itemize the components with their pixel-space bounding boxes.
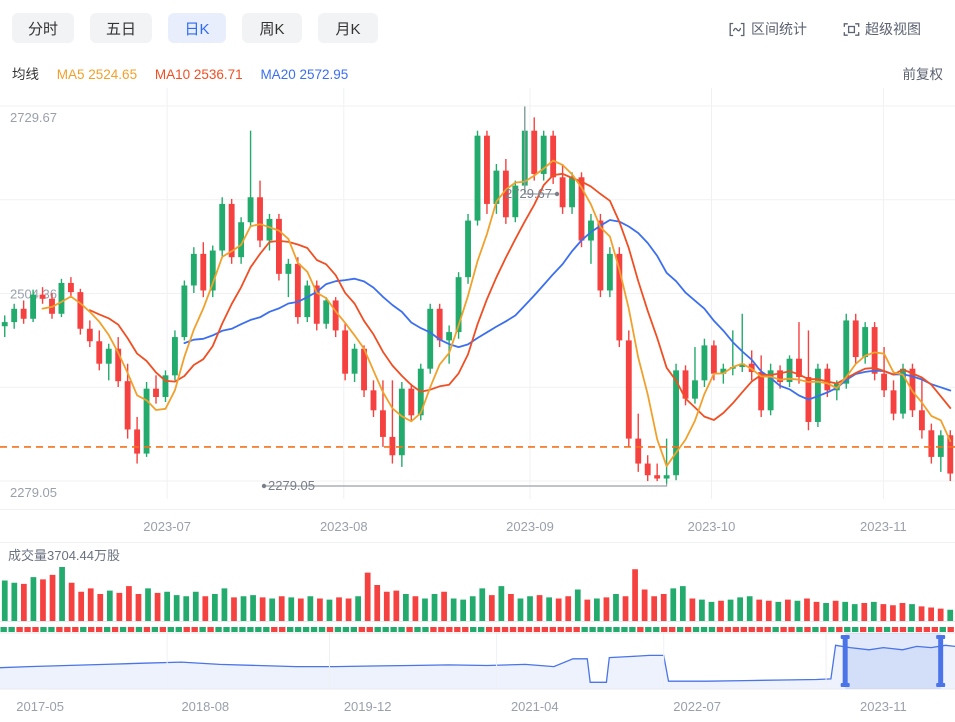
x-axis-tick-label: 2023-08 bbox=[320, 519, 368, 534]
tab-rik[interactable]: 日K bbox=[168, 13, 226, 43]
x-axis-tick-label: 2023-11 bbox=[860, 519, 907, 534]
navigator-tick-label: 2018-08 bbox=[181, 699, 229, 714]
x-axis-tick-label: 2023-07 bbox=[143, 519, 191, 534]
tab-yuek-label: 月K bbox=[335, 18, 360, 39]
tab-wuri-label: 五日 bbox=[106, 18, 136, 39]
x-axis-tick-label: 2023-10 bbox=[688, 519, 736, 534]
y-axis-tick-label: 2729.67 bbox=[10, 110, 57, 125]
ma20-legend: MA20 2572.95 bbox=[260, 67, 348, 82]
navigator-tick-label: 2022-07 bbox=[673, 699, 721, 714]
timeframe-tab-bar: 分时 五日 日K 周K 月K bbox=[0, 0, 955, 54]
tab-rik-label: 日K bbox=[184, 18, 209, 39]
ma-legend-title: 均线 bbox=[12, 67, 39, 82]
ma10-legend: MA10 2536.71 bbox=[155, 67, 243, 82]
navigator-tick-label: 2019-12 bbox=[344, 699, 392, 714]
super-view-button[interactable]: 超级视图 bbox=[843, 19, 921, 39]
high-annotation-label: 2729.67 bbox=[505, 186, 552, 201]
tab-fenshi-label: 分时 bbox=[28, 18, 58, 39]
adjust-mode-button[interactable]: 前复权 bbox=[903, 63, 944, 83]
x-axis: 2023-07 2023-08 2023-09 2023-10 2023-11 bbox=[0, 509, 955, 545]
volume-panel[interactable]: 成交量3704.44万股 bbox=[0, 545, 955, 625]
x-axis-tick-label: 2023-09 bbox=[506, 519, 554, 534]
y-axis-tick-label: 2279.05 bbox=[10, 485, 57, 500]
tab-fenshi[interactable]: 分时 bbox=[12, 13, 74, 43]
interval-stats-button[interactable]: 区间统计 bbox=[728, 19, 807, 39]
navigator-tick-label: 2023-11 bbox=[860, 699, 907, 714]
candlestick-chart[interactable]: 2729.672504.362279.052729.672279.05 bbox=[0, 88, 955, 509]
tab-yuek[interactable]: 月K bbox=[318, 13, 378, 43]
range-navigator[interactable]: 2017-05 2018-08 2019-12 2021-04 2022-07 2023-… bbox=[0, 627, 955, 722]
bracket-wave-icon bbox=[728, 22, 746, 37]
interval-stats-label: 区间统计 bbox=[751, 19, 807, 39]
volume-label: 成交量3704.44万股 bbox=[8, 548, 120, 563]
low-annotation-label: 2279.05 bbox=[268, 478, 315, 493]
tab-wuri[interactable]: 五日 bbox=[90, 13, 152, 43]
tab-zhouk[interactable]: 周K bbox=[242, 13, 302, 43]
focus-frame-icon bbox=[843, 22, 860, 37]
ma5-legend: MA5 2524.65 bbox=[57, 67, 137, 82]
tab-zhouk-label: 周K bbox=[259, 18, 284, 39]
super-view-label: 超级视图 bbox=[865, 19, 921, 39]
navigator-tick-label: 2021-04 bbox=[511, 699, 559, 714]
navigator-tick-label: 2017-05 bbox=[16, 699, 64, 714]
ma-legend: 均线 MA5 2524.65 MA10 2536.71 MA20 2572.95 bbox=[12, 63, 362, 83]
